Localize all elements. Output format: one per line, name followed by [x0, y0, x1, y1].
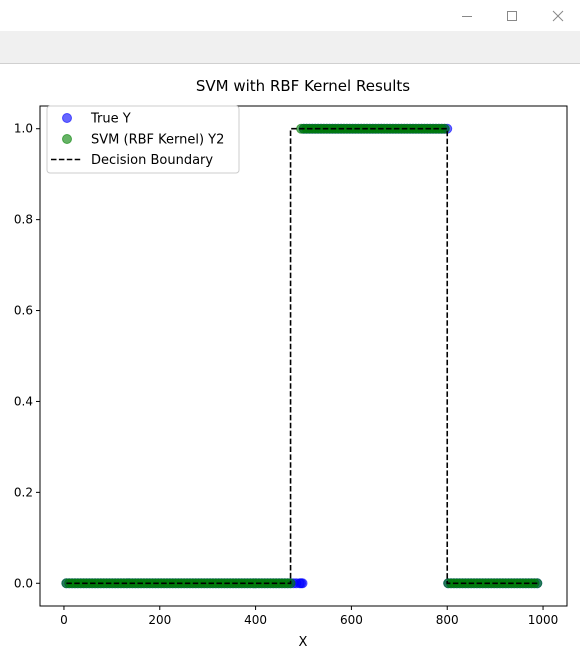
maximize-button[interactable] — [489, 0, 535, 31]
close-icon — [552, 10, 564, 21]
x-axis-label: X — [299, 635, 308, 650]
y-tick-label: 0.6 — [14, 304, 33, 318]
x-tick-label: 1000 — [528, 613, 559, 627]
x-tick-label: 0 — [60, 613, 68, 627]
x-tick-label: 800 — [436, 613, 459, 627]
legend-box — [46, 105, 240, 174]
y-tick-label: 0.4 — [14, 394, 33, 408]
legend-label-svm: SVM (RBF Kernel) Y2 — [91, 133, 224, 148]
y-tick-label: 0.2 — [14, 485, 33, 499]
y-tick-label: 1.0 — [14, 122, 33, 136]
window-titlebar — [0, 0, 580, 31]
close-button[interactable] — [535, 0, 580, 31]
legend-label-decision-boundary: Decision Boundary — [91, 153, 213, 168]
series-0-point — [297, 578, 308, 589]
legend-marker-true-y — [62, 113, 72, 123]
legend: True Y SVM (RBF Kernel) Y2 Decision Boun… — [46, 105, 240, 174]
x-tick-label: 600 — [340, 613, 363, 627]
chart: SVM with RBF Kernel Results 0 200 400 600 80… — [14, 77, 568, 650]
plot-area — [39, 105, 568, 607]
series-1-points — [61, 123, 543, 589]
x-tick-label: 200 — [148, 613, 171, 627]
decision-boundary-line — [66, 127, 539, 585]
y-tick-label: 0.8 — [14, 213, 33, 227]
legend-label-true-y: True Y — [90, 112, 131, 127]
minimize-button[interactable] — [444, 0, 490, 31]
maximize-icon — [507, 10, 517, 21]
figure-canvas: SVM with RBF Kernel Results 0 200 400 600 80… — [0, 64, 580, 662]
toolbar — [0, 31, 580, 64]
chart-title: SVM with RBF Kernel Results — [196, 77, 410, 95]
x-tick-label: 400 — [244, 613, 267, 627]
y-tick-label: 0.0 — [14, 576, 33, 590]
legend-marker-svm — [62, 134, 72, 144]
series-0-points — [61, 123, 543, 589]
minimize-icon — [462, 15, 472, 17]
